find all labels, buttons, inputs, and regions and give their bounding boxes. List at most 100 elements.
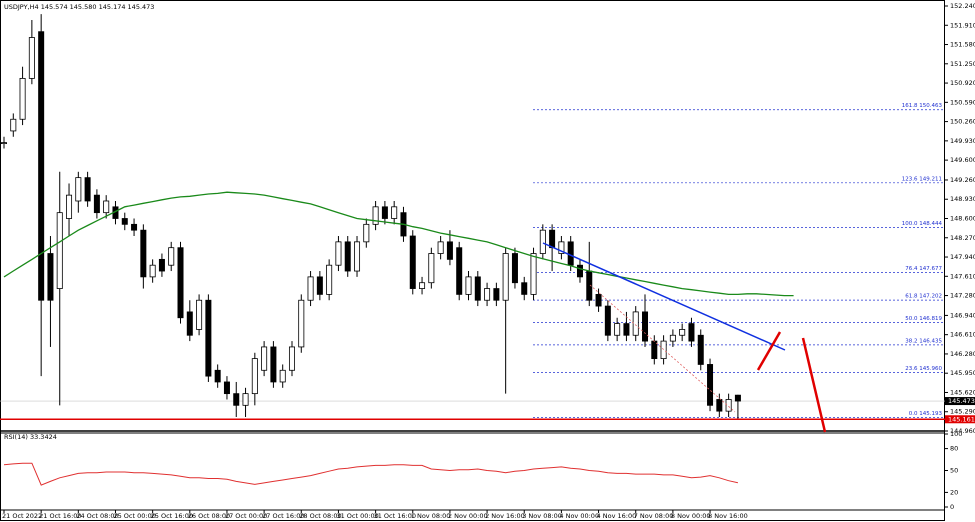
candle-body (558, 241, 565, 254)
x-tick-label: 24 Oct 08:00 (76, 512, 118, 520)
candle-body (261, 346, 268, 371)
candle-body (446, 241, 453, 260)
candle-body (521, 282, 528, 295)
candle-body (326, 264, 333, 295)
y-tick-label: 147.610 (950, 272, 975, 280)
x-tick-label: 4 Nov 16:00 (597, 512, 637, 520)
fib-anchor-line (589, 284, 736, 413)
candle-body (93, 194, 100, 214)
candle-body (75, 177, 82, 202)
x-tick-label: 28 Oct 08:00 (299, 512, 341, 520)
fib-label: 61.8 147.202 (905, 294, 942, 300)
y-tick-label: 146.940 (950, 311, 975, 319)
y-tick-label: 152.240 (950, 2, 975, 10)
fib-label: 76.4 147.677 (905, 266, 942, 272)
candle-body (576, 264, 583, 278)
candle-body (465, 276, 472, 295)
x-tick-label: 27 Oct 16:00 (262, 512, 304, 520)
y-tick-label: 148.930 (950, 195, 975, 203)
candle-body (539, 229, 546, 254)
candle-body (428, 253, 435, 284)
candle-body (614, 323, 621, 336)
candle-body (205, 299, 212, 377)
candle-body (734, 394, 741, 402)
frame (0, 0, 945, 521)
candle-body (725, 399, 732, 412)
candle-body (242, 393, 249, 406)
candle-body (223, 381, 230, 395)
moving-average (3, 191, 794, 297)
y-tick-label: 149.600 (950, 156, 975, 164)
y-tick-label: 145.620 (950, 388, 975, 396)
candle-body (177, 247, 184, 319)
y-tick-label: 150.920 (950, 79, 975, 87)
candle-body (121, 218, 128, 225)
y-tick-label: 150.590 (950, 98, 975, 106)
candle-body (56, 212, 63, 289)
x-tick-label: 25 Oct 00:00 (113, 512, 155, 520)
candle-body (0, 142, 7, 145)
candle-body (196, 299, 203, 330)
candle-body (456, 247, 463, 295)
rsi-tick-label: 80 (950, 445, 958, 453)
support-price-label: 145.161 (948, 415, 975, 423)
x-tick-label: 2 Nov 16:00 (485, 512, 525, 520)
candle-body (307, 276, 314, 301)
candle-body (511, 253, 518, 284)
rsi-title: RSI(14) 33.3424 (4, 433, 57, 441)
y-tick-label: 148.270 (950, 234, 975, 242)
fib-label: 161.8 150.463 (902, 103, 943, 109)
candle-body (391, 206, 398, 219)
candle-body (363, 223, 370, 243)
x-tick-label: 1 Nov 08:00 (411, 512, 451, 520)
chart-title: USDJPY,H4 145.574 145.580 145.174 145.47… (4, 3, 154, 11)
candle-body (354, 241, 361, 272)
candle-body (604, 305, 611, 336)
candle-body (335, 241, 342, 266)
y-tick-label: 149.930 (950, 137, 975, 145)
candle-body (688, 323, 695, 342)
arrow-stroke (801, 337, 827, 433)
candle-body (270, 346, 277, 383)
candle-body (103, 200, 110, 214)
candle-body (38, 31, 45, 301)
candle-body (660, 340, 667, 360)
fib-label: 123.6 149.211 (902, 176, 942, 182)
candle-body (66, 194, 73, 219)
candle-body (140, 229, 147, 278)
y-tick-label: 145.290 (950, 408, 975, 416)
x-tick-label: 26 Oct 08:00 (188, 512, 230, 520)
candle-body (10, 118, 17, 132)
y-tick-label: 146.280 (950, 350, 975, 358)
candle-body (530, 253, 537, 295)
candle-body (632, 311, 639, 336)
x-tick-label: 2 Nov 00:00 (448, 512, 488, 520)
x-tick-label: 4 Nov 00:00 (559, 512, 599, 520)
candle-body (214, 369, 221, 383)
y-tick-label: 145.950 (950, 369, 975, 377)
y-tick-label: 147.280 (950, 292, 975, 300)
x-tick-label: 27 Oct 00:00 (225, 512, 267, 520)
candle-body (419, 282, 426, 289)
candle-body (409, 235, 416, 289)
candle-body (651, 340, 658, 360)
support-price-box (945, 415, 975, 424)
candle-body (233, 393, 240, 406)
y-tick-label: 151.910 (950, 21, 975, 29)
candle-body (19, 77, 26, 120)
candle-body (484, 288, 491, 301)
candle-body (549, 229, 556, 249)
candle-body (707, 364, 714, 406)
candle-body (372, 206, 379, 225)
rsi-tick-label: 50 (950, 467, 958, 475)
candle-body (344, 241, 351, 272)
y-tick-label: 150.260 (950, 118, 975, 126)
candle-body (437, 241, 444, 254)
y-tick-label: 147.940 (950, 253, 975, 261)
last-price-box (945, 397, 975, 406)
arrow-stroke (756, 331, 782, 371)
fib-label: 23.6 145.960 (905, 366, 942, 372)
x-tick-label: 25 Oct 16:00 (151, 512, 193, 520)
